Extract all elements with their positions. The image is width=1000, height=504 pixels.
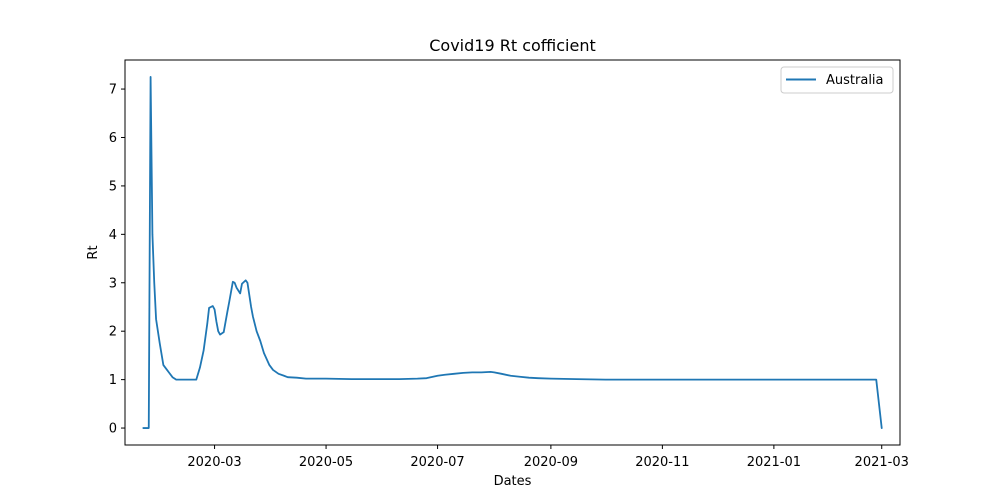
legend-label-australia: Australia xyxy=(826,73,884,88)
legend-box xyxy=(780,66,894,94)
y-tick-label: 1 xyxy=(109,373,117,388)
y-tick-label: 4 xyxy=(109,228,117,243)
y-tick-label: 0 xyxy=(109,422,117,437)
x-tick-label: 2020-03 xyxy=(187,455,241,470)
x-tick-label: 2021-01 xyxy=(747,455,801,470)
y-tick-label: 5 xyxy=(109,179,117,194)
y-tick-label: 2 xyxy=(109,325,117,340)
x-axis-ticks: 2020-03 2020-05 2020-07 2020-09 2020-11 2021-… xyxy=(187,445,909,470)
y-tick-label: 7 xyxy=(109,83,117,98)
legend: Australia xyxy=(780,66,894,94)
plot-area-frame xyxy=(124,59,901,446)
x-tick-label: 2020-09 xyxy=(524,455,578,470)
x-tick-label: 2020-05 xyxy=(299,455,353,470)
x-axis-label: Dates xyxy=(494,474,532,489)
chart-title: Covid19 Rt cofficient xyxy=(429,36,596,55)
y-axis-ticks: 0 1 2 3 4 5 6 7 xyxy=(109,83,125,437)
y-tick-label: 6 xyxy=(109,131,117,146)
y-axis-label: Rt xyxy=(86,245,101,259)
x-tick-label: 2021-03 xyxy=(855,455,909,470)
y-tick-label: 3 xyxy=(109,276,117,291)
x-tick-label: 2020-11 xyxy=(635,455,689,470)
x-tick-label: 2020-07 xyxy=(410,455,464,470)
plot-lines xyxy=(142,76,883,429)
series-line-australia xyxy=(142,76,883,429)
